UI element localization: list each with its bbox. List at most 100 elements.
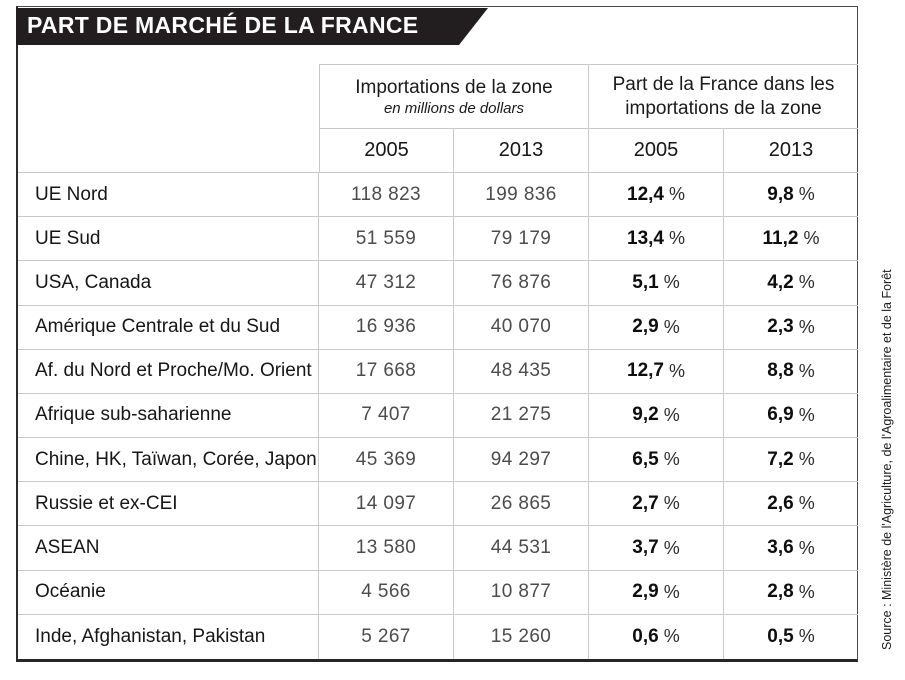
share-2013-cell: 3,6 % (724, 526, 858, 571)
share-2013-value: 4,2 (767, 271, 794, 293)
zone-label-cell: UE Nord (18, 173, 319, 218)
imports-2005-cell: 7 407 (319, 393, 454, 439)
year-header-share-2013: 2013 (724, 129, 858, 173)
imports-2013-cell: 26 865 (454, 482, 589, 527)
share-2005-cell: 3,7 % (589, 526, 724, 571)
percent-sign: % (668, 360, 685, 381)
column-group-imports-subtitle: en millions de dollars (383, 100, 525, 117)
share-2005-cell: 2,7 % (589, 482, 724, 527)
share-2005-cell: 9,2 % (589, 393, 724, 439)
share-2005-cell: 13,4 % (589, 217, 724, 262)
imports-2013-cell: 76 876 (454, 261, 589, 306)
year-header-imports-2013: 2013 (454, 129, 589, 173)
table-frame: Importations de la zone en millions de d… (16, 6, 858, 662)
share-2005-cell: 2,9 % (589, 570, 724, 615)
share-2005-value: 9,2 (632, 404, 659, 426)
percent-sign: % (668, 228, 685, 249)
percent-sign: % (798, 184, 815, 205)
imports-2013-cell: 79 179 (454, 217, 589, 262)
year-header-imports-2005: 2005 (319, 129, 454, 173)
share-2005-cell: 2,9 % (589, 305, 724, 350)
column-group-imports: Importations de la zone en millions de d… (319, 64, 589, 129)
imports-2005-cell: 16 936 (319, 305, 454, 350)
share-2013-value: 11,2 (762, 227, 799, 249)
percent-sign: % (663, 272, 680, 293)
share-2013-cell: 2,6 % (724, 482, 858, 527)
share-2013-cell: 8,8 % (724, 350, 858, 394)
share-2013-cell: 2,8 % (724, 571, 858, 615)
share-2013-value: 0,5 (767, 625, 794, 647)
imports-2013-cell: 40 070 (454, 305, 589, 350)
zone-label-cell: Chine, HK, Taïwan, Corée, Japon (18, 438, 319, 483)
table-header: Importations de la zone en millions de d… (18, 7, 858, 173)
share-2005-value: 12,7 (627, 360, 664, 382)
percent-sign: % (798, 537, 815, 558)
imports-2013-cell: 94 297 (454, 438, 589, 483)
share-2005-cell: 0,6 % (589, 614, 724, 659)
empty-corner-cell (18, 7, 319, 173)
share-2005-cell: 12,4 % (589, 173, 724, 218)
percent-sign: % (663, 404, 680, 425)
imports-2005-cell: 13 580 (319, 526, 454, 571)
share-2005-value: 12,4 (627, 183, 664, 205)
zone-label-cell: UE Sud (18, 217, 319, 262)
percent-sign: % (798, 360, 815, 381)
percent-sign: % (663, 449, 680, 470)
percent-sign: % (798, 449, 815, 470)
share-2013-value: 7,2 (767, 448, 794, 470)
share-2013-value: 9,8 (767, 183, 794, 205)
column-group-france-share: Part de la France dans les importations … (589, 64, 858, 129)
imports-2005-cell: 51 559 (319, 217, 454, 262)
source-credit: Source : Ministère de l'Agriculture, de … (880, 269, 894, 650)
percent-sign: % (803, 228, 820, 249)
percent-sign: % (663, 316, 680, 337)
imports-2005-cell: 47 312 (319, 261, 454, 306)
share-2005-value: 2,9 (632, 581, 659, 603)
zone-label-cell: Amérique Centrale et du Sud (18, 305, 319, 350)
share-2005-value: 2,7 (632, 492, 659, 514)
imports-2005-cell: 45 369 (319, 438, 454, 483)
imports-2005-cell: 14 097 (319, 482, 454, 527)
title-bar: PART DE MARCHÉ DE LA FRANCE (16, 8, 488, 45)
share-2005-value: 3,7 (632, 537, 659, 559)
imports-2005-cell: 118 823 (319, 173, 454, 218)
page-title: PART DE MARCHÉ DE LA FRANCE (27, 12, 419, 38)
share-2013-cell: 4,2 % (724, 261, 858, 306)
share-2013-value: 2,8 (767, 581, 794, 603)
column-group-france-share-title: Part de la France dans les importations … (612, 73, 835, 119)
share-2013-cell: 6,9 % (724, 394, 858, 439)
share-2005-cell: 6,5 % (589, 438, 724, 483)
share-2005-cell: 12,7 % (589, 349, 724, 394)
share-2005-cell: 5,1 % (589, 261, 724, 306)
percent-sign: % (668, 184, 685, 205)
percent-sign: % (663, 581, 680, 602)
percent-sign: % (663, 537, 680, 558)
imports-2005-cell: 5 267 (319, 614, 454, 659)
imports-2013-cell: 48 435 (454, 349, 589, 394)
imports-2013-cell: 21 275 (454, 393, 589, 439)
imports-2013-cell: 10 877 (454, 570, 589, 615)
percent-sign: % (798, 626, 815, 647)
zone-label-cell: ASEAN (18, 526, 319, 571)
column-group-imports-title: Importations de la zone (355, 77, 553, 98)
share-2013-cell: 11,2 % (724, 217, 858, 262)
percent-sign: % (663, 626, 680, 647)
share-2005-value: 2,9 (632, 316, 659, 338)
share-2013-cell: 9,8 % (724, 173, 858, 218)
zone-label-cell: Inde, Afghanistan, Pakistan (18, 614, 319, 659)
share-2013-value: 2,6 (767, 492, 794, 514)
share-2005-value: 6,5 (632, 448, 659, 470)
share-2013-cell: 2,3 % (724, 306, 858, 350)
percent-sign: % (798, 272, 815, 293)
share-2013-value: 2,3 (767, 316, 794, 338)
share-2005-value: 0,6 (632, 625, 659, 647)
imports-2005-cell: 4 566 (319, 570, 454, 615)
table-body: UE Nord 118 823 199 836 12,4 % 9,8 % UE … (18, 173, 858, 659)
year-header-share-2005: 2005 (589, 129, 724, 173)
share-2013-value: 6,9 (767, 404, 794, 426)
zone-label-cell: Afrique sub-saharienne (18, 393, 319, 439)
share-2013-value: 8,8 (767, 360, 794, 382)
zone-label-cell: Af. du Nord et Proche/Mo. Orient (18, 349, 319, 394)
percent-sign: % (798, 493, 815, 514)
